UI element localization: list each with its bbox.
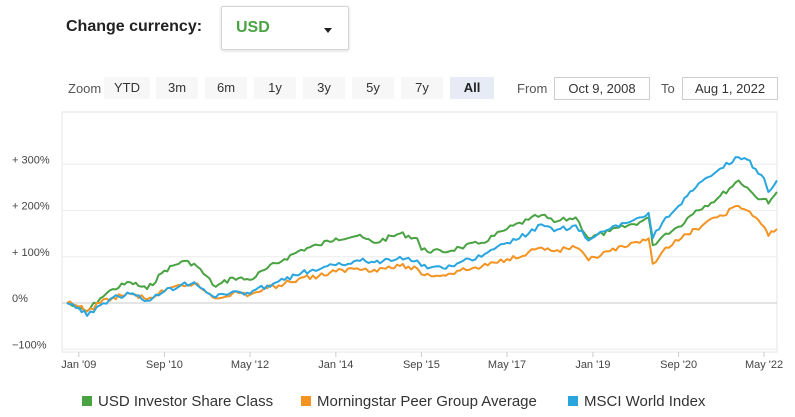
x-tick-label: May '17 [488,359,526,371]
x-tick-label: Sep '15 [403,359,440,371]
x-tick-label: Jan '14 [318,359,353,371]
zoom-button-5y[interactable]: 5y [352,77,394,99]
x-tick-label: Sep '20 [660,359,697,371]
from-label: From [517,81,548,96]
plot-area [61,111,778,353]
to-label: To [661,81,675,96]
currency-selected-value: USD [236,19,270,36]
performance-chart[interactable]: + 300% + 200% + 100% 0% −100% Jan '09 Sep '10 M… [0,105,795,387]
zoom-button-ytd[interactable]: YTD [104,77,150,99]
to-date-input[interactable]: Aug 1, 2022 [682,77,778,100]
legend-item-msci[interactable]: MSCI World Index [568,393,705,410]
series-line-2[interactable] [66,156,778,317]
legend-swatch-green [82,396,92,406]
y-tick-label: + 200% [12,201,50,213]
currency-dropdown[interactable]: USD [221,6,349,50]
zoom-button-7y[interactable]: 7y [401,77,443,99]
series-line-0[interactable] [66,179,778,313]
y-tick-label: 0% [12,293,28,305]
legend-swatch-orange [301,396,311,406]
zoom-button-1y[interactable]: 1y [254,77,296,99]
y-tick-label: + 300% [12,154,50,166]
x-tick-label: May '12 [231,359,269,371]
x-tick-label: Jan '09 [61,359,96,371]
zoom-label: Zoom [68,81,102,96]
legend-item-usd-investor[interactable]: USD Investor Share Class [82,393,273,410]
zoom-button-6m[interactable]: 6m [205,77,247,99]
legend-item-morningstar[interactable]: Morningstar Peer Group Average [301,393,537,410]
legend-label: USD Investor Share Class [98,393,274,410]
caret-down-icon [324,28,332,33]
y-tick-label: −100% [12,339,47,351]
zoom-button-3m[interactable]: 3m [156,77,198,99]
currency-label: Change currency: [66,18,203,35]
x-tick-label: Jan '19 [575,359,610,371]
legend-label: MSCI World Index [584,393,706,410]
from-date-input[interactable]: Oct 9, 2008 [554,77,650,100]
x-tick-label: Sep '10 [146,359,183,371]
legend-label: Morningstar Peer Group Average [317,393,537,410]
x-tick-label: May '22 [745,359,783,371]
y-tick-label: + 100% [12,247,50,259]
zoom-button-all[interactable]: All [450,77,494,99]
series-line-1[interactable] [66,204,778,313]
zoom-button-3y[interactable]: 3y [303,77,345,99]
legend-swatch-blue [568,396,578,406]
